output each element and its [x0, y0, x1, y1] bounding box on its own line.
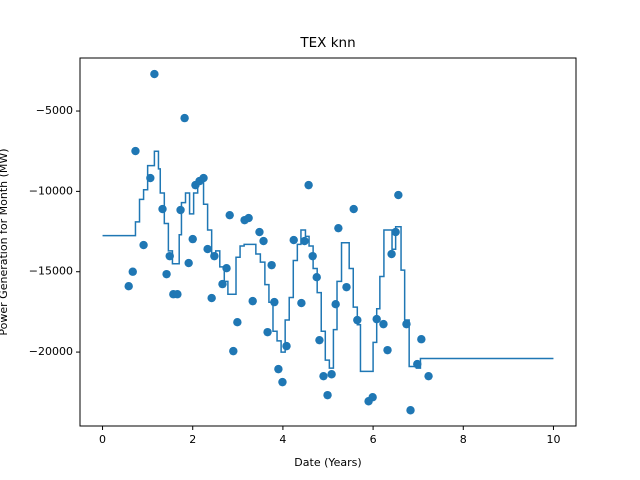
data-point — [353, 315, 362, 325]
data-point — [342, 282, 351, 292]
data-point — [323, 390, 332, 400]
x-tick-label: 4 — [279, 433, 286, 446]
data-point — [394, 190, 403, 200]
data-point — [199, 173, 208, 183]
data-point — [383, 345, 392, 355]
data-point — [173, 290, 182, 299]
data-point — [304, 180, 313, 190]
chart-title: TEX knn — [299, 35, 355, 51]
x-axis-label: Date (Years) — [294, 456, 361, 469]
data-point — [270, 297, 279, 307]
data-point — [391, 227, 400, 237]
x-tick-label: 2 — [189, 433, 196, 446]
data-point — [124, 281, 133, 291]
data-point — [372, 314, 381, 324]
data-point — [150, 69, 159, 79]
data-point — [413, 359, 422, 369]
data-point — [417, 335, 426, 344]
data-point — [300, 236, 309, 246]
data-point — [402, 319, 411, 329]
data-point — [308, 251, 317, 261]
data-point — [255, 227, 264, 237]
data-point — [349, 204, 358, 214]
knn-line — [102, 150, 554, 373]
y-axis-label: Power Generation for Month (MW) — [0, 148, 10, 335]
data-point — [128, 267, 137, 276]
data-point — [406, 406, 415, 415]
data-point — [263, 327, 272, 337]
data-point — [297, 298, 306, 308]
data-point — [188, 234, 197, 244]
y-tick-label: −10000 — [29, 184, 73, 197]
data-point — [180, 113, 189, 123]
plot-frame — [79, 57, 577, 427]
data-point — [248, 296, 257, 306]
x-tick-label: 10 — [546, 433, 560, 446]
data-point — [259, 236, 268, 246]
data-point — [312, 272, 321, 282]
data-point — [176, 205, 185, 215]
data-point — [327, 370, 336, 379]
data-point — [334, 223, 343, 233]
data-point — [158, 204, 167, 214]
x-tick-label: 6 — [370, 433, 377, 446]
data-point — [319, 371, 328, 381]
data-point — [331, 299, 340, 309]
data-point — [146, 173, 155, 183]
data-point — [184, 258, 193, 268]
data-point — [139, 240, 148, 250]
y-tick-label: −20000 — [29, 345, 73, 358]
data-point — [218, 279, 227, 289]
data-point — [267, 260, 276, 270]
x-tick-label: 8 — [460, 433, 467, 446]
data-point — [203, 244, 212, 254]
data-point — [368, 393, 377, 402]
data-point — [162, 269, 171, 279]
data-point — [207, 293, 216, 303]
y-tick-label: −15000 — [29, 265, 73, 278]
data-point — [229, 346, 238, 356]
data-point — [424, 371, 433, 381]
data-point — [282, 341, 291, 351]
data-point — [165, 251, 174, 261]
data-point — [387, 249, 396, 259]
data-point — [222, 263, 231, 273]
y-tick-label: −5000 — [36, 104, 73, 117]
data-point — [278, 377, 287, 387]
data-point — [210, 251, 219, 261]
data-point — [225, 210, 234, 220]
x-tick-label: 0 — [99, 433, 106, 446]
data-point — [131, 146, 140, 156]
data-point — [233, 317, 242, 327]
data-point — [289, 235, 298, 245]
data-point — [315, 335, 324, 345]
data-point — [274, 364, 283, 374]
data-point — [379, 319, 388, 329]
data-point — [244, 213, 253, 223]
